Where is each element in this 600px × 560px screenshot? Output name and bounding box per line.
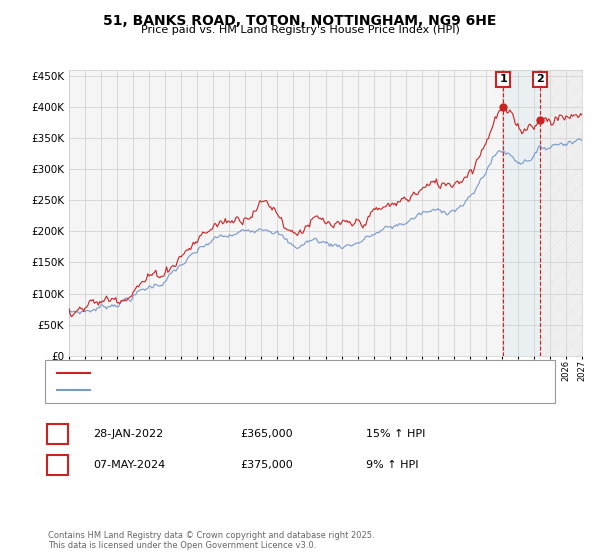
Text: £365,000: £365,000 — [240, 429, 293, 439]
Text: 07-MAY-2024: 07-MAY-2024 — [93, 460, 165, 470]
Text: Contains HM Land Registry data © Crown copyright and database right 2025.
This d: Contains HM Land Registry data © Crown c… — [48, 530, 374, 550]
Text: 51, BANKS ROAD, TOTON, NOTTINGHAM, NG9 6HE: 51, BANKS ROAD, TOTON, NOTTINGHAM, NG9 6… — [103, 14, 497, 28]
Text: 1: 1 — [499, 74, 507, 85]
Text: £375,000: £375,000 — [240, 460, 293, 470]
Text: 51, BANKS ROAD, TOTON, NOTTINGHAM, NG9 6HE (detached house): 51, BANKS ROAD, TOTON, NOTTINGHAM, NG9 6… — [95, 368, 453, 378]
Text: 15% ↑ HPI: 15% ↑ HPI — [366, 429, 425, 439]
Text: 28-JAN-2022: 28-JAN-2022 — [93, 429, 163, 439]
Text: 9% ↑ HPI: 9% ↑ HPI — [366, 460, 419, 470]
Text: 1: 1 — [54, 429, 61, 439]
Text: 2: 2 — [54, 460, 61, 470]
Text: HPI: Average price, detached house, Broxtowe: HPI: Average price, detached house, Brox… — [95, 385, 337, 395]
Text: Price paid vs. HM Land Registry's House Price Index (HPI): Price paid vs. HM Land Registry's House … — [140, 25, 460, 35]
Bar — [540, 70, 582, 356]
Text: 2: 2 — [536, 74, 544, 85]
Bar — [503, 70, 540, 356]
